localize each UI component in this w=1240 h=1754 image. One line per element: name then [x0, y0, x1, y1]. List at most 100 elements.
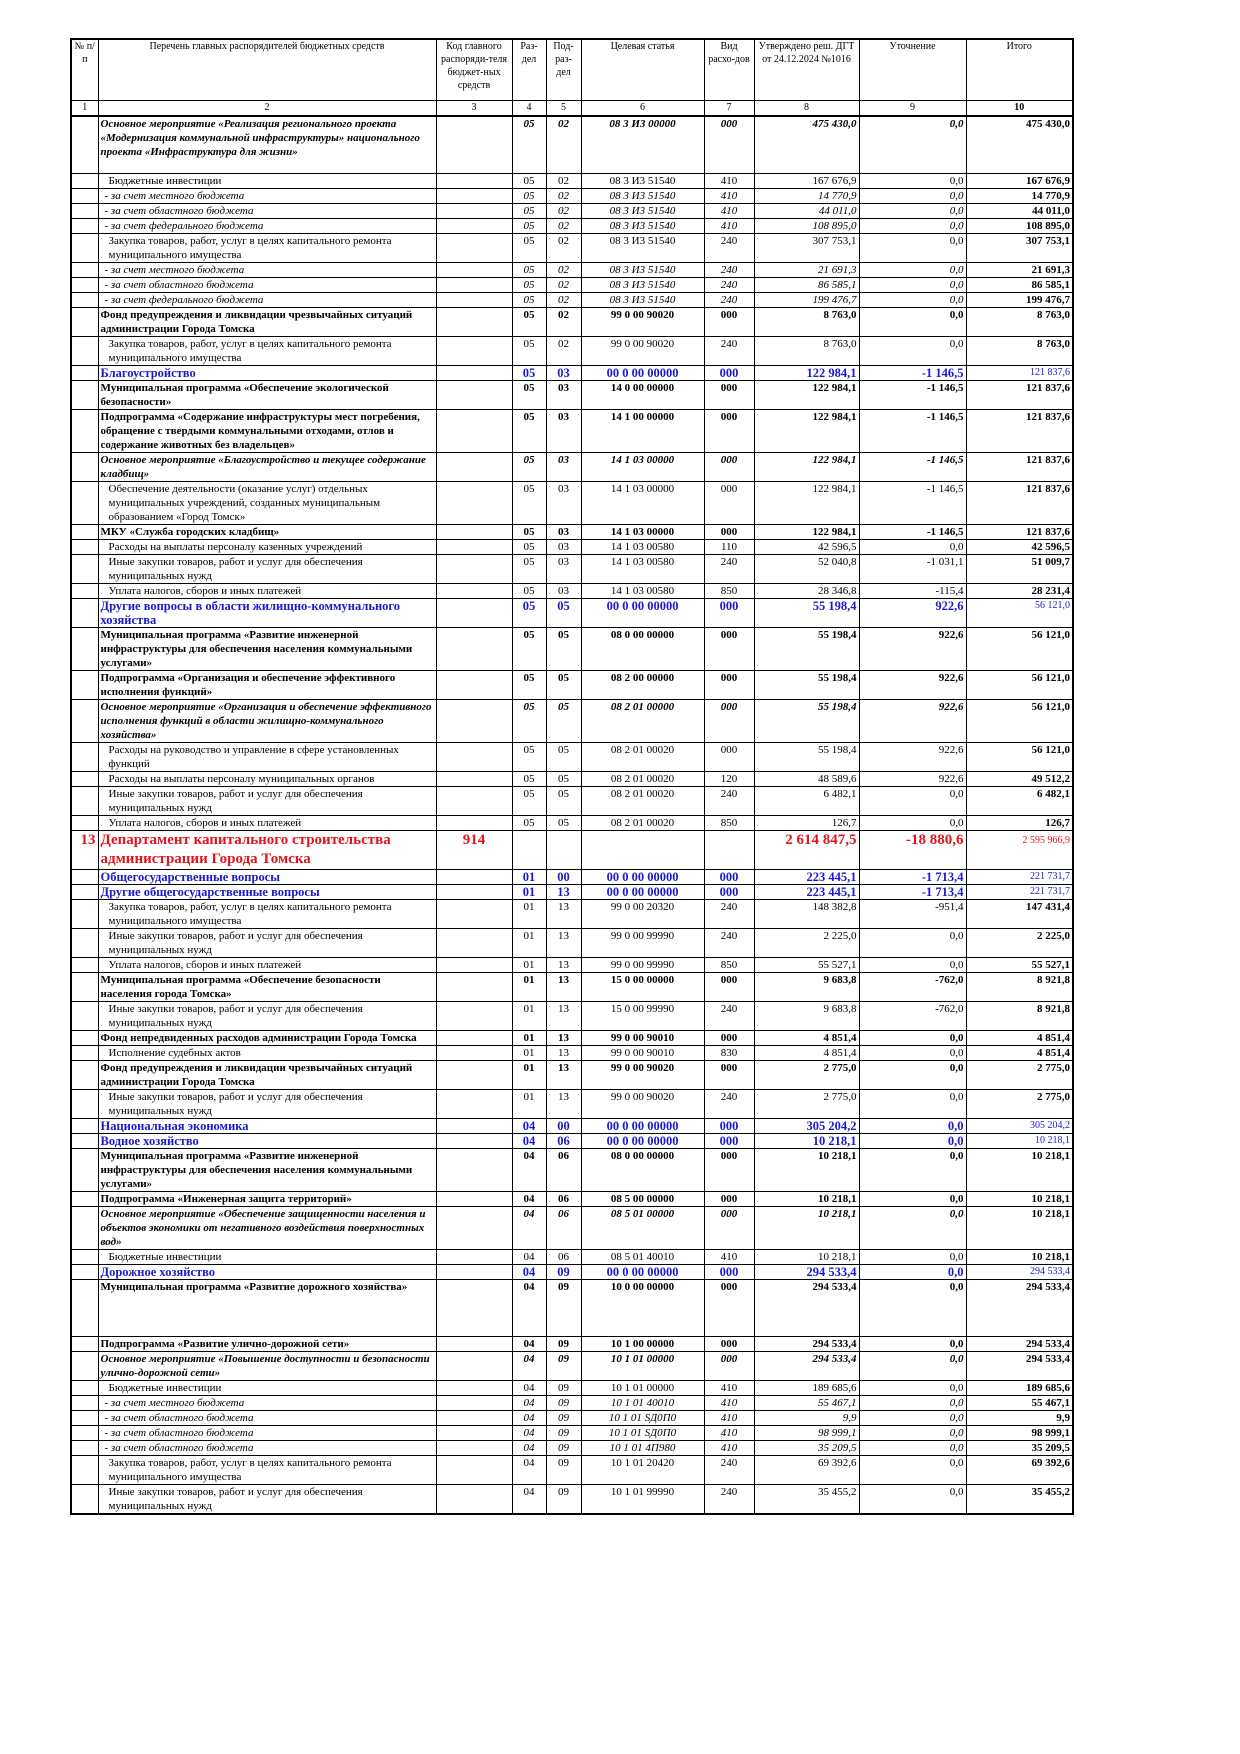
- table-cell: 221 731,7: [965, 869, 1074, 885]
- table-cell: [70, 598, 99, 628]
- table-cell: 01: [511, 1089, 547, 1119]
- table-cell: 02: [545, 233, 582, 263]
- table-cell: 05: [545, 627, 582, 671]
- table-cell: 10 218,1: [965, 1148, 1074, 1192]
- table-cell: Другие общегосударственные вопросы: [97, 884, 437, 900]
- table-cell: 0,0: [858, 1089, 967, 1119]
- table-cell: 01: [511, 884, 547, 900]
- table-cell: 410: [703, 1249, 755, 1265]
- table-cell: 148 382,8: [753, 899, 860, 929]
- table-cell: [70, 1133, 99, 1149]
- table-cell: 56 121,0: [965, 699, 1074, 743]
- table-cell: 55 198,4: [753, 670, 860, 700]
- table-cell: 05: [511, 627, 547, 671]
- table-cell: [70, 899, 99, 929]
- table-cell: 108 895,0: [965, 218, 1074, 234]
- table-cell: 199 476,7: [753, 292, 860, 308]
- table-cell: 10 1 01 00000: [580, 1380, 705, 1396]
- table-cell: Подпрограмма «Инженерная защита территор…: [97, 1191, 437, 1207]
- table-cell: 000: [703, 307, 755, 337]
- table-cell: 000: [703, 884, 755, 900]
- table-row: Основное мероприятие «Реализация региона…: [70, 115, 1074, 174]
- table-cell: 55 527,1: [965, 957, 1074, 973]
- table-cell: 14 0 00 00000: [580, 380, 705, 410]
- table-cell: 240: [703, 1089, 755, 1119]
- table-cell: 09: [545, 1380, 582, 1396]
- table-cell: 307 753,1: [753, 233, 860, 263]
- table-cell: 05: [511, 203, 547, 219]
- table-cell: 13: [545, 957, 582, 973]
- table-cell: 09: [545, 1410, 582, 1426]
- table-cell: Иные закупки товаров, работ и услуг для …: [97, 786, 437, 816]
- table-cell: [70, 670, 99, 700]
- table-cell: 2 775,0: [965, 1089, 1074, 1119]
- table-cell: 55 467,1: [965, 1395, 1074, 1411]
- column-number: 9: [858, 100, 967, 117]
- table-cell: 4 851,4: [965, 1030, 1074, 1046]
- table-cell: 05: [511, 173, 547, 189]
- table-cell: 0,0: [858, 203, 967, 219]
- table-cell: 922,6: [858, 771, 967, 787]
- table-cell: 13: [545, 1060, 582, 1090]
- table-cell: 000: [703, 1118, 755, 1134]
- table-cell: [70, 188, 99, 204]
- table-cell: 126,7: [753, 815, 860, 831]
- column-number: 2: [97, 100, 437, 117]
- table-cell: [70, 1279, 99, 1337]
- column-header: Итого: [965, 38, 1074, 101]
- table-cell: 04: [511, 1249, 547, 1265]
- table-row: Иные закупки товаров, работ и услуг для …: [70, 786, 1074, 816]
- table-cell: 14 1 03 00580: [580, 554, 705, 584]
- table-cell: 147 431,4: [965, 899, 1074, 929]
- table-cell: 8 763,0: [753, 336, 860, 366]
- table-cell: 000: [703, 598, 755, 628]
- table-cell: 09: [545, 1440, 582, 1456]
- table-cell: 03: [545, 380, 582, 410]
- table-cell: 99 0 00 20320: [580, 899, 705, 929]
- table-cell: [435, 481, 513, 525]
- table-row: Уплата налогов, сборов и иных платежей 05…: [70, 815, 1074, 831]
- table-cell: 0,0: [858, 233, 967, 263]
- table-cell: 10 218,1: [753, 1148, 860, 1192]
- table-cell: 99 0 00 90010: [580, 1030, 705, 1046]
- table-cell: [435, 1249, 513, 1265]
- table-cell: 05: [511, 380, 547, 410]
- table-cell: 4 851,4: [753, 1045, 860, 1061]
- table-cell: 4 851,4: [753, 1030, 860, 1046]
- column-number: 10: [965, 100, 1074, 117]
- table-cell: Уплата налогов, сборов и иных платежей: [97, 815, 437, 831]
- table-cell: 04: [511, 1206, 547, 1250]
- table-cell: Муниципальная программа «Развитие инжене…: [97, 1148, 437, 1192]
- table-cell: 03: [545, 452, 582, 482]
- table-cell: Подпрограмма «Организация и обеспечение …: [97, 670, 437, 700]
- table-cell: 10 218,1: [753, 1249, 860, 1265]
- table-cell: 02: [545, 203, 582, 219]
- table-row: Иные закупки товаров, работ и услуг для …: [70, 1484, 1074, 1515]
- table-cell: 04: [511, 1351, 547, 1381]
- table-cell: Иные закупки товаров, работ и услуг для …: [97, 1001, 437, 1031]
- table-row: - за счет федерального бюджета 05 02 08 3 И…: [70, 218, 1074, 234]
- table-cell: - за счет местного бюджета: [97, 188, 437, 204]
- table-cell: 04: [511, 1336, 547, 1352]
- table-cell: 850: [703, 957, 755, 973]
- table-cell: 0,0: [858, 815, 967, 831]
- table-cell: 0,0: [858, 218, 967, 234]
- table-cell: 223 445,1: [753, 884, 860, 900]
- table-cell: 240: [703, 277, 755, 293]
- table-cell: [435, 1351, 513, 1381]
- column-number-row: 1 2 3 4 5 6 7 8 9 10: [70, 100, 1074, 117]
- table-cell: 01: [511, 1045, 547, 1061]
- table-cell: [70, 786, 99, 816]
- table-cell: Фонд предупреждения и ликвидации чрезвыч…: [97, 1060, 437, 1090]
- table-row: Общегосударственные вопросы 01 00 00 0 00 0…: [70, 869, 1074, 885]
- table-cell: 08 3 И3 51540: [580, 277, 705, 293]
- table-cell: 08 2 01 00020: [580, 786, 705, 816]
- table-cell: - за счет областного бюджета: [97, 1425, 437, 1441]
- table-body: Основное мероприятие «Реализация региона…: [70, 115, 1074, 1515]
- table-cell: 56 121,0: [965, 742, 1074, 772]
- table-cell: [70, 972, 99, 1002]
- table-cell: 02: [545, 292, 582, 308]
- table-cell: 2 775,0: [753, 1060, 860, 1090]
- table-cell: [70, 365, 99, 381]
- table-cell: 05: [511, 115, 547, 174]
